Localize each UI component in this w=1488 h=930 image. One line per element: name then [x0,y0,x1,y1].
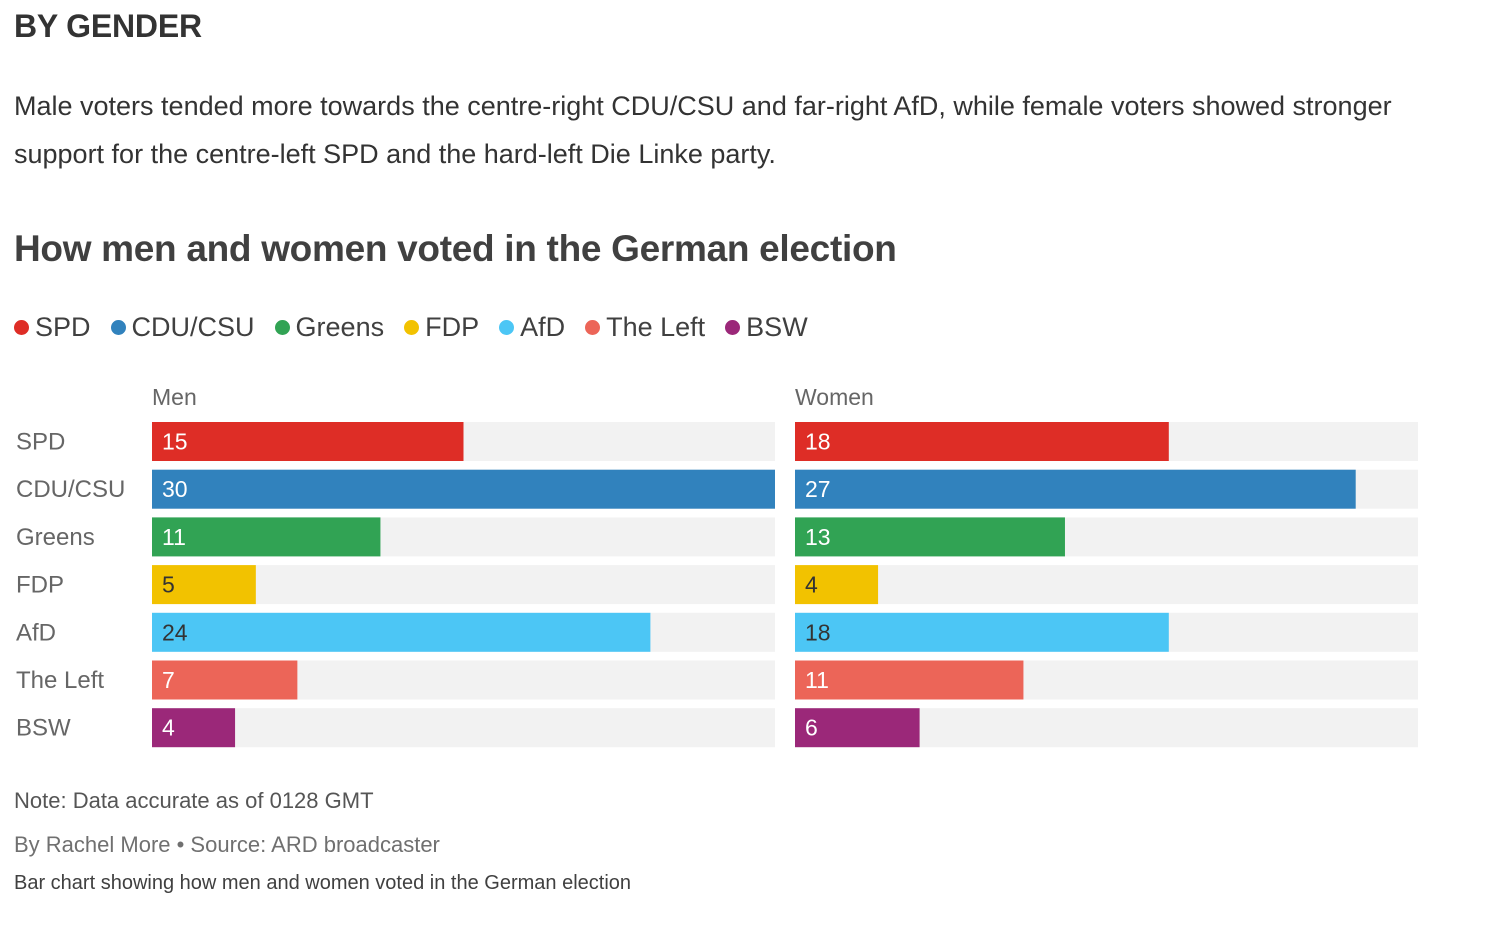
legend-item-spd: SPD [14,312,91,343]
legend-swatch-greens [274,320,290,335]
bar-women-cdu-csu [795,469,1356,509]
legend-swatch-fdp [404,320,420,335]
chart-legend: SPD CDU/CSU Greens FDP AfD The Left BSW [14,312,828,343]
legend-swatch-bsw [725,320,741,335]
legend-item-cdu-csu: CDU/CSU [110,312,255,343]
bar-track-women-fdp [795,565,1418,605]
legend-swatch-afd [499,320,515,335]
bar-value-women-afd: 18 [805,619,831,645]
bar-men-cdu-csu [152,469,775,509]
bar-value-women-bsw: 6 [805,715,818,741]
bar-women-spd [795,422,1169,461]
bar-value-women-spd: 18 [805,429,831,455]
bar-women-greens [795,517,1065,557]
category-label-spd: SPD [16,429,65,456]
bar-value-men-fdp: 5 [162,572,175,598]
bar-women-the-left [795,660,1024,700]
bar-men-afd [152,612,651,652]
bar-men-the-left [152,660,298,700]
legend-label-fdp: FDP [425,312,480,342]
bar-men-greens [152,517,381,557]
bar-men-fdp [152,565,256,605]
legend-label-cdu-csu: CDU/CSU [131,312,255,342]
legend-label-spd: SPD [35,312,91,342]
category-label-the-left: The Left [16,667,104,694]
legend-item-the-left: The Left [585,312,705,343]
legend-label-bsw: BSW [746,312,808,342]
legend-swatch-cdu-csu [110,320,126,335]
legend-label-the-left: The Left [606,312,706,342]
category-label-bsw: BSW [16,715,71,742]
category-label-greens: Greens [16,524,95,551]
chart-note: Note: Data accurate as of 0128 GMT [14,788,374,813]
legend-swatch-the-left [585,320,601,335]
chart-description: Bar chart showing how men and women vote… [14,872,632,894]
category-label-fdp: FDP [16,572,64,599]
legend-swatch-spd [14,320,29,335]
bar-women-afd [795,612,1169,652]
legend-item-fdp: FDP [404,312,479,343]
bar-women-bsw [795,708,920,748]
bar-value-men-greens: 11 [162,524,186,550]
bar-value-men-bsw: 4 [162,715,175,741]
intro-paragraph: Male voters tended more towards the cent… [14,91,1392,169]
section-label: BY GENDER [14,8,202,44]
bar-chart: SPD CDU/CSU Greens FDP AfD The Left BSW Men 15 30… [16,384,1418,748]
bar-value-women-cdu-csu: 27 [805,476,831,502]
bar-women-fdp [795,565,879,605]
bar-value-men-the-left: 7 [162,667,175,693]
legend-item-bsw: BSW [725,312,808,343]
bar-value-women-fdp: 4 [805,572,818,598]
bar-track-men-bsw [152,708,775,748]
bar-value-women-the-left: 11 [805,667,829,693]
category-label-afd: AfD [16,619,56,646]
category-label-cdu-csu: CDU/CSU [16,476,125,503]
bar-men-bsw [152,708,236,748]
legend-item-afd: AfD [499,312,565,343]
chart-title: How men and women voted in the German el… [14,228,897,269]
legend-item-greens: Greens [274,312,385,343]
legend-label-greens: Greens [295,312,385,342]
bar-men-spd [152,422,464,461]
panel-header-women: Women [795,384,874,410]
panel-header-men: Men [152,384,197,410]
chart-byline: By Rachel More • Source: ARD broadcaster [14,832,440,857]
legend-label-afd: AfD [520,312,566,342]
bar-value-men-cdu-csu: 30 [162,476,188,502]
bar-value-women-greens: 13 [805,524,831,550]
bar-value-men-spd: 15 [162,429,188,455]
bar-value-men-afd: 24 [162,619,188,645]
